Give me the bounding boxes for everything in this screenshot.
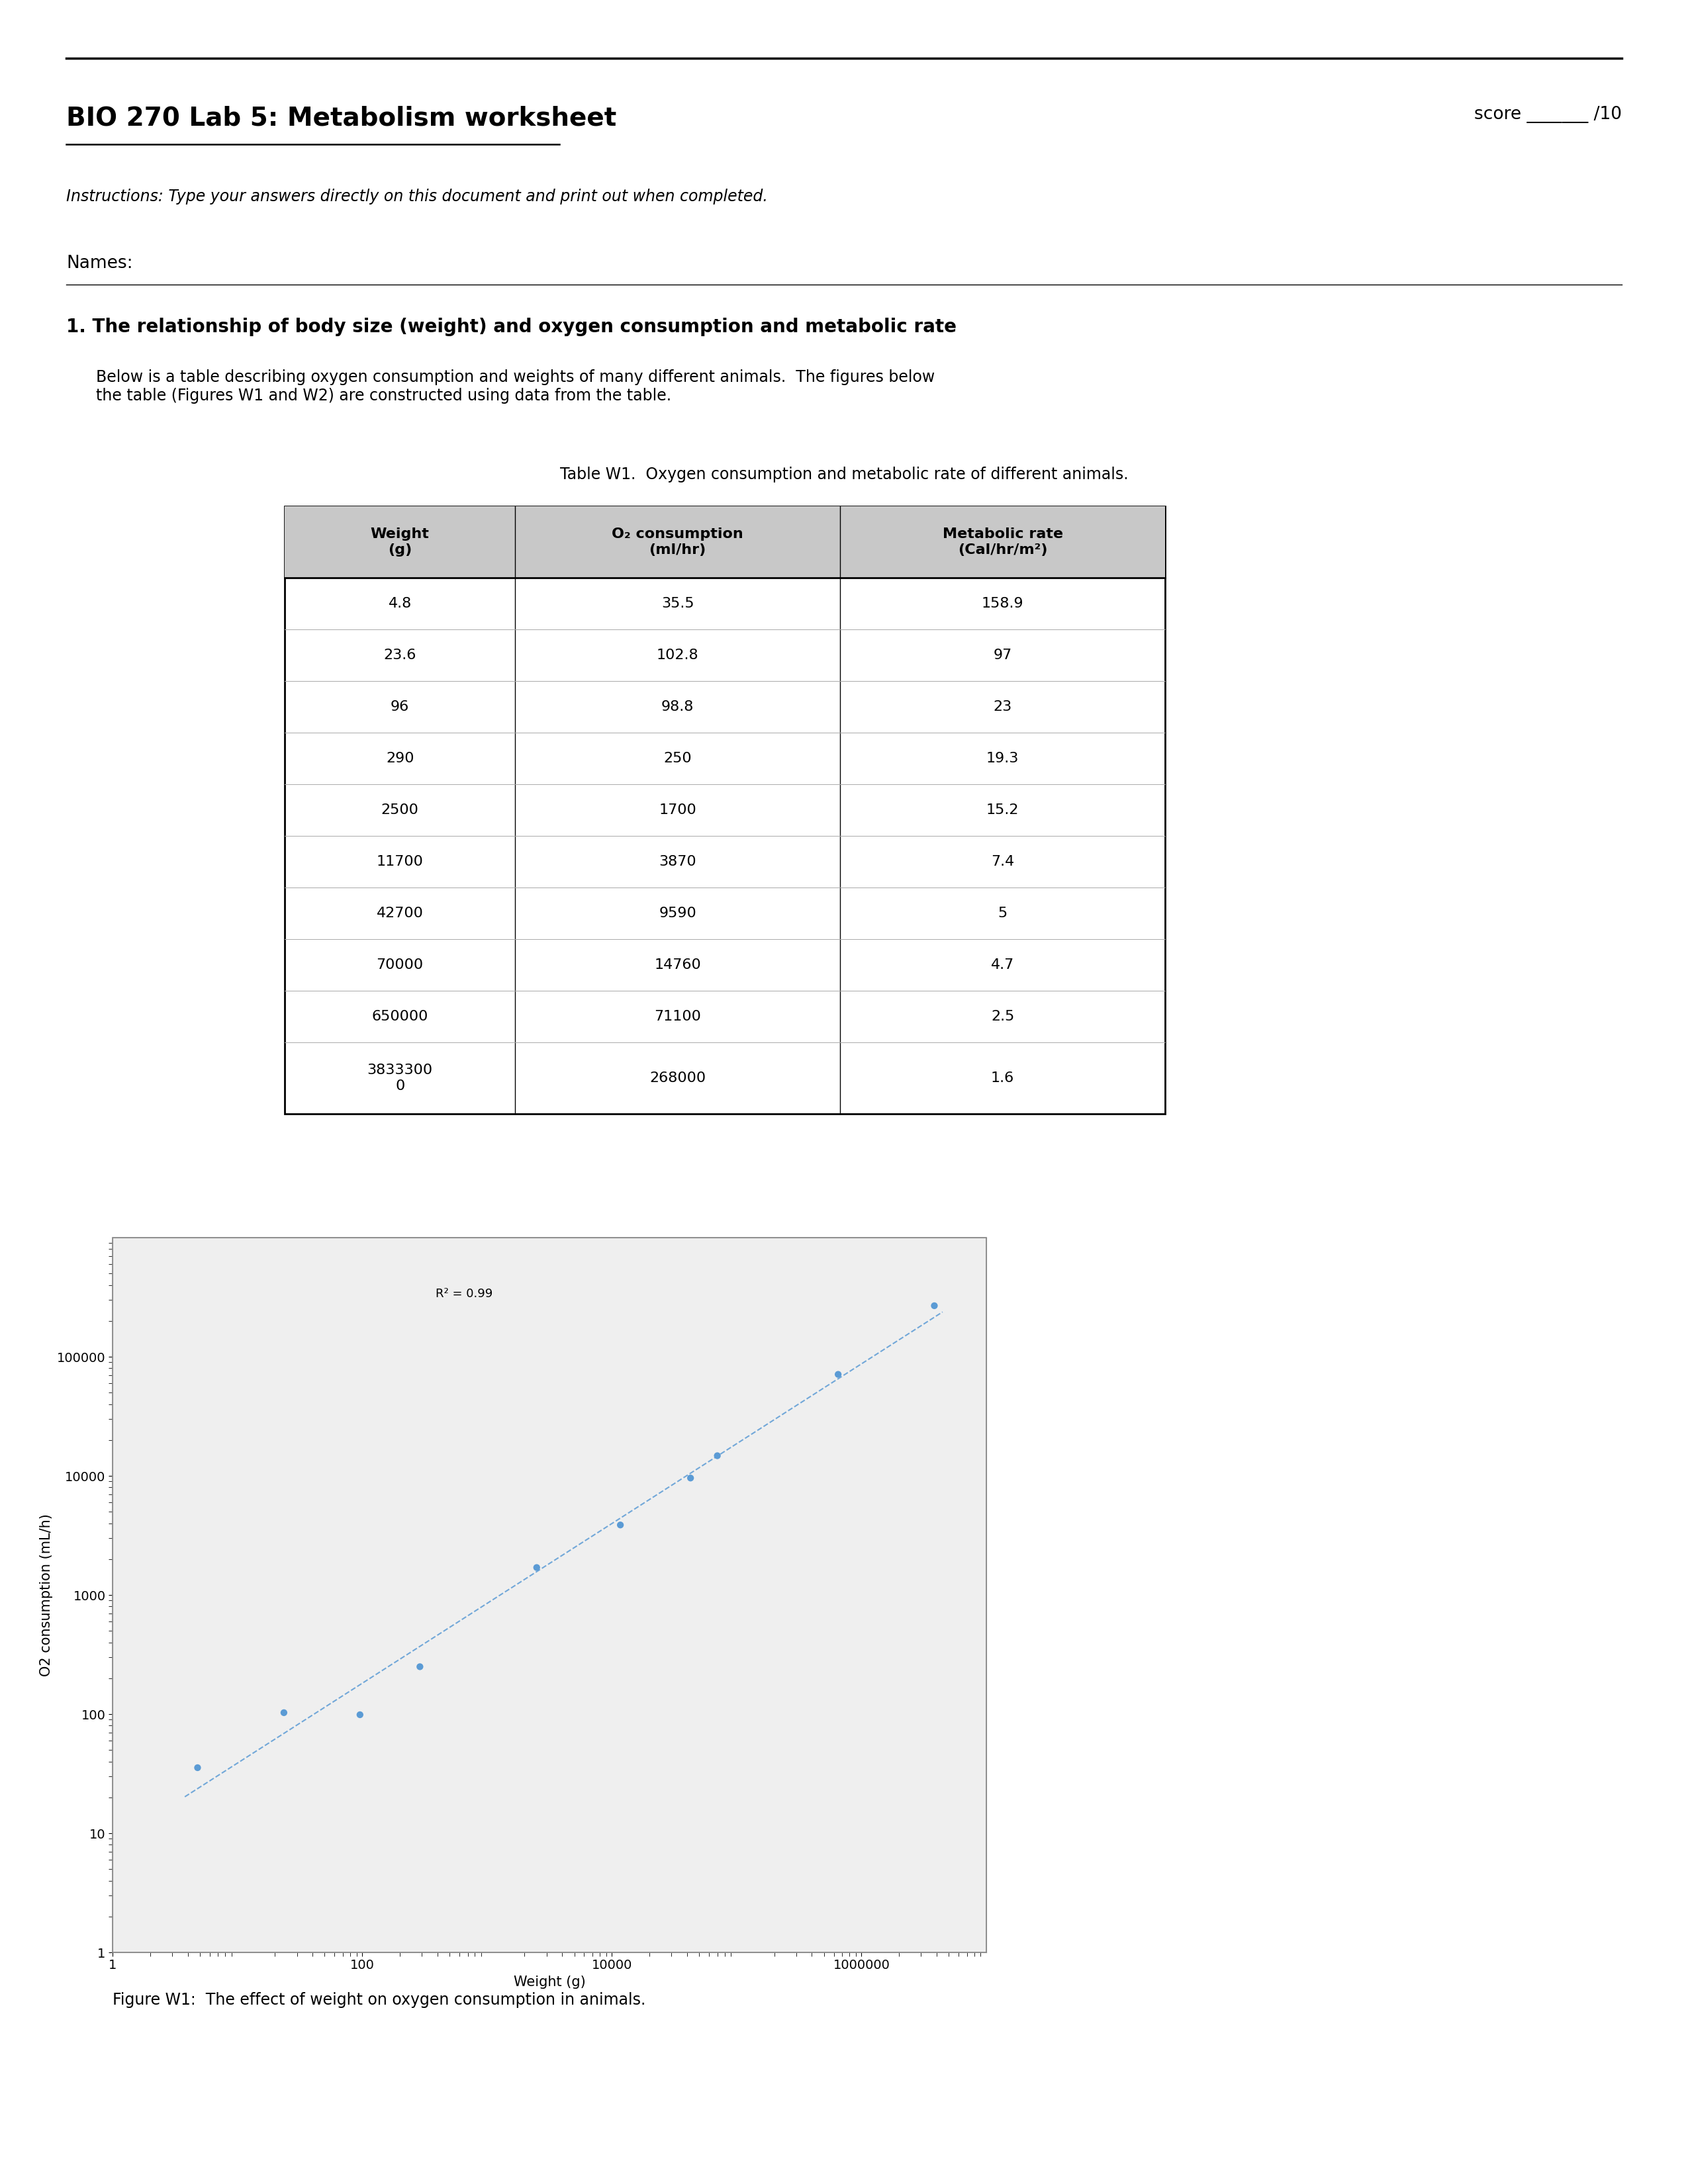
Bar	[285, 507, 1165, 1114]
Bar	[285, 507, 1165, 579]
Text: 1. The relationship of body size (weight) and oxygen consumption and metabolic r: 1. The relationship of body size (weight…	[66, 317, 957, 336]
Text: 14760: 14760	[655, 959, 701, 972]
Point	[346, 1697, 373, 1732]
Text: Weight
(g): Weight (g)	[371, 529, 429, 557]
Text: Below is a table describing oxygen consumption and weights of many different ani: Below is a table describing oxygen consu…	[96, 369, 935, 404]
Text: 290: 290	[387, 751, 414, 764]
Y-axis label: O2 consumption (mL/h): O2 consumption (mL/h)	[41, 1514, 54, 1677]
Text: R² = 0.99: R² = 0.99	[436, 1289, 493, 1299]
Point	[523, 1551, 550, 1586]
Text: Names:: Names:	[66, 256, 133, 273]
Text: 96: 96	[390, 701, 408, 714]
Text: O₂ consumption
(ml/hr): O₂ consumption (ml/hr)	[611, 529, 743, 557]
Text: 102.8: 102.8	[657, 649, 699, 662]
Point	[184, 1749, 211, 1784]
Text: 4.7: 4.7	[991, 959, 1014, 972]
Text: 158.9: 158.9	[981, 596, 1023, 609]
Text: Metabolic rate
(Cal/hr/m²): Metabolic rate (Cal/hr/m²)	[942, 529, 1063, 557]
Text: 1.6: 1.6	[991, 1072, 1014, 1085]
Text: 4.8: 4.8	[388, 596, 412, 609]
Text: Figure W1:  The effect of weight on oxygen consumption in animals.: Figure W1: The effect of weight on oxyge…	[113, 1992, 645, 2007]
Point	[608, 1507, 635, 1542]
Text: 3833300
0: 3833300 0	[366, 1064, 432, 1092]
Text: 7.4: 7.4	[991, 856, 1014, 869]
Text: 250: 250	[663, 751, 692, 764]
Text: 3870: 3870	[658, 856, 697, 869]
Text: 98.8: 98.8	[662, 701, 694, 714]
Text: 2500: 2500	[381, 804, 419, 817]
Point	[407, 1649, 434, 1684]
Text: 23: 23	[993, 701, 1011, 714]
Text: 70000: 70000	[376, 959, 424, 972]
Point	[922, 1289, 949, 1324]
Text: BIO 270 Lab 5: Metabolism worksheet: BIO 270 Lab 5: Metabolism worksheet	[66, 105, 616, 131]
Point	[704, 1439, 731, 1474]
Text: 15.2: 15.2	[986, 804, 1020, 817]
X-axis label: Weight (g): Weight (g)	[513, 1977, 586, 1990]
Text: 42700: 42700	[376, 906, 424, 919]
Text: Table W1.  Oxygen consumption and metabolic rate of different animals.: Table W1. Oxygen consumption and metabol…	[560, 467, 1128, 483]
Text: 35.5: 35.5	[662, 596, 694, 609]
Text: 11700: 11700	[376, 856, 424, 869]
Text: 9590: 9590	[658, 906, 697, 919]
Text: 268000: 268000	[650, 1072, 706, 1085]
Point	[677, 1461, 704, 1496]
Text: 19.3: 19.3	[986, 751, 1020, 764]
Text: 650000: 650000	[371, 1009, 429, 1022]
Text: 97: 97	[993, 649, 1011, 662]
Text: 2.5: 2.5	[991, 1009, 1014, 1022]
Point	[270, 1695, 297, 1730]
Text: score _______ /10: score _______ /10	[1474, 105, 1622, 122]
Point	[825, 1356, 852, 1391]
Text: 5: 5	[998, 906, 1008, 919]
Text: Instructions: Type your answers directly on this document and print out when com: Instructions: Type your answers directly…	[66, 188, 768, 205]
Text: 1700: 1700	[658, 804, 697, 817]
Text: 71100: 71100	[655, 1009, 701, 1022]
Text: 23.6: 23.6	[383, 649, 417, 662]
